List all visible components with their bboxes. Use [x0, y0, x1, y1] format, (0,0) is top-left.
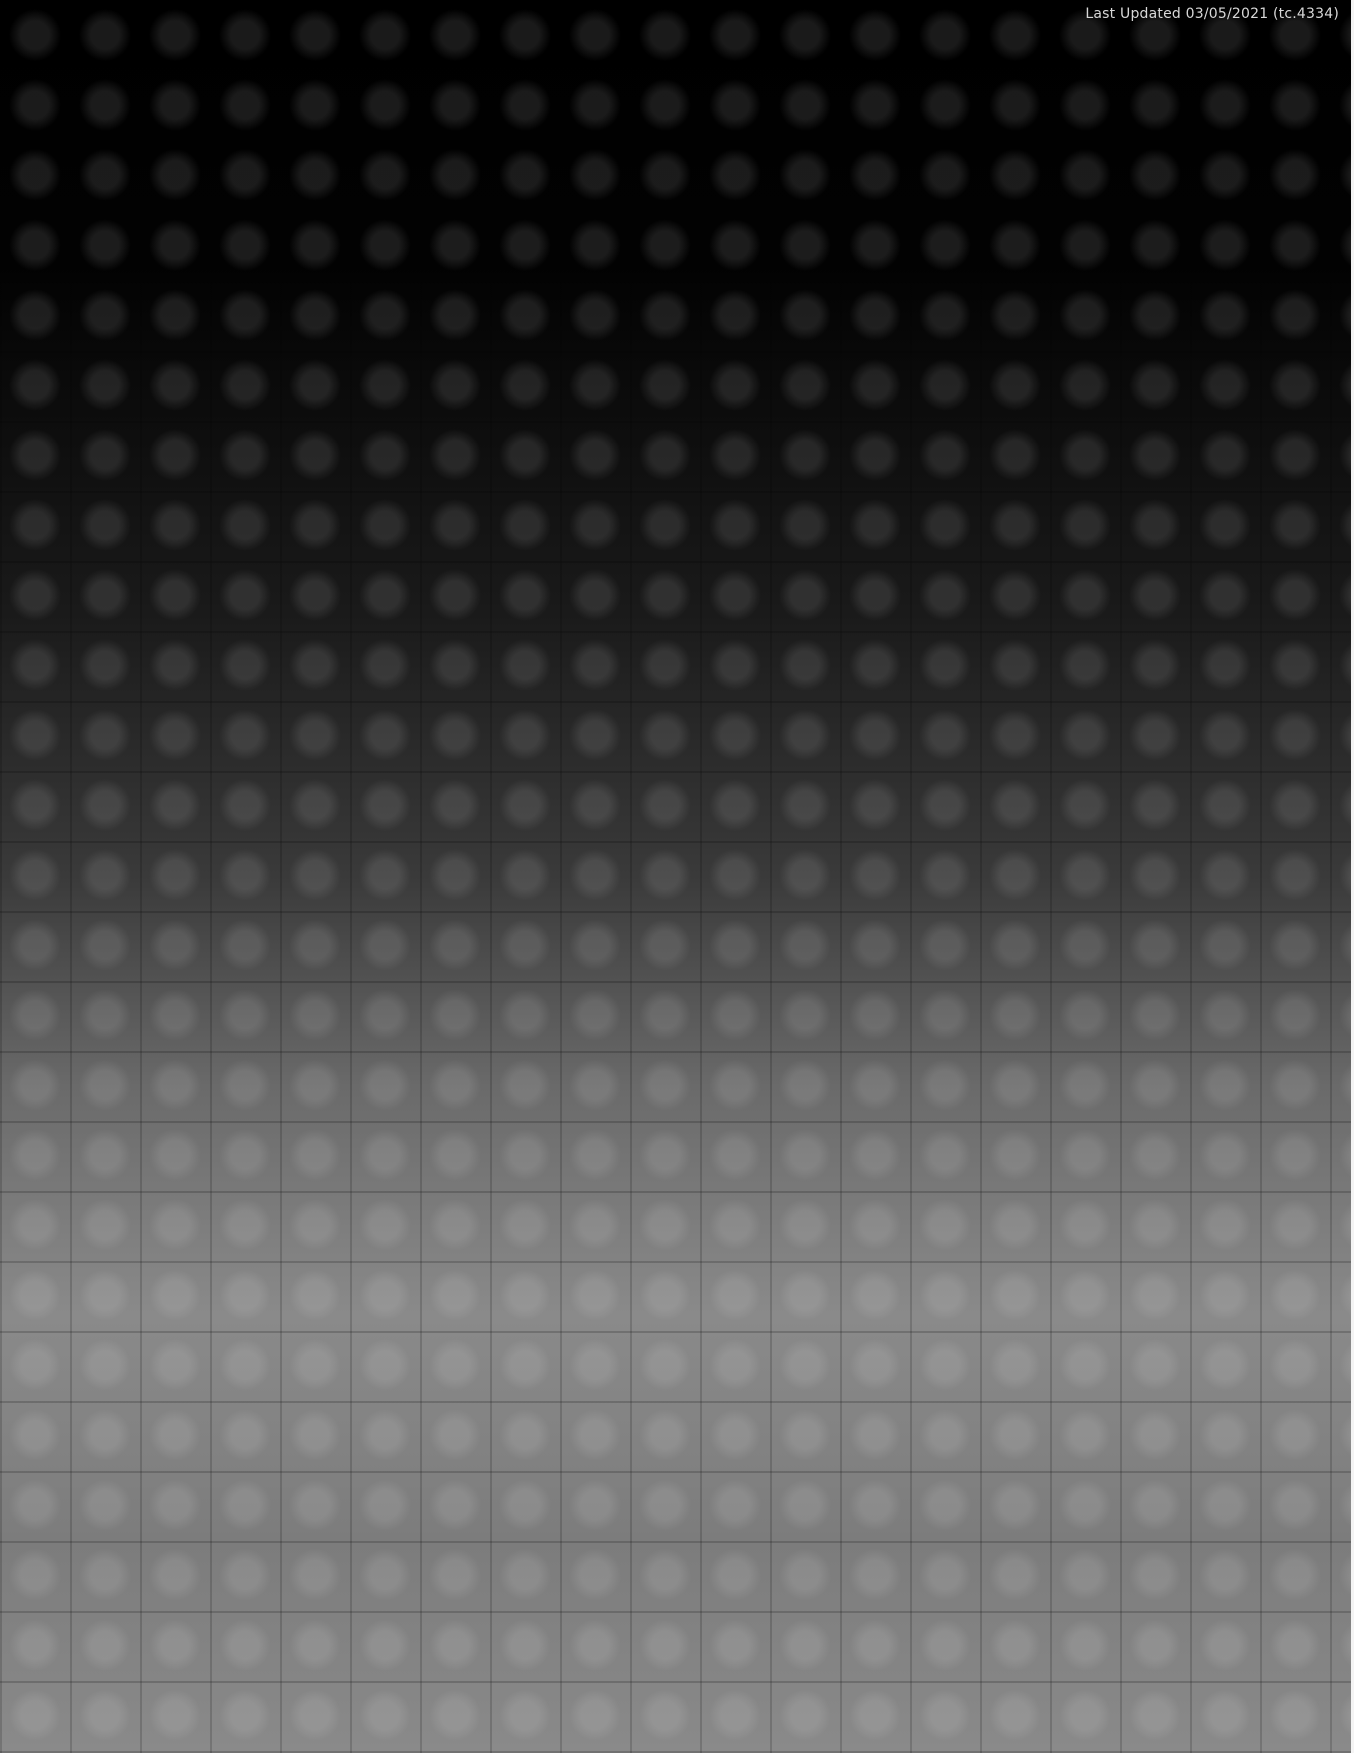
last-updated: Last Updated 03/05/2021 (tc.4334)	[1085, 6, 1339, 22]
screen-background: Last Updated 03/05/2021 (tc.4334)	[0, 0, 1354, 1753]
